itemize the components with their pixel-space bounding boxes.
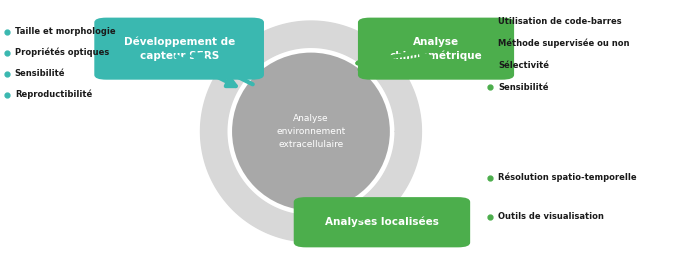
Text: Sensibilité: Sensibilité: [15, 69, 66, 78]
Ellipse shape: [232, 53, 390, 210]
Text: Reproductibilité: Reproductibilité: [15, 90, 92, 99]
FancyBboxPatch shape: [95, 18, 264, 80]
Text: Outils de visualisation: Outils de visualisation: [498, 213, 604, 221]
FancyBboxPatch shape: [358, 18, 514, 80]
Text: Analyse
chimiométrique: Analyse chimiométrique: [389, 37, 483, 60]
Text: Utilisation de code-barres: Utilisation de code-barres: [498, 17, 622, 26]
Text: Développement de
capteur SERS: Développement de capteur SERS: [124, 37, 235, 60]
FancyBboxPatch shape: [293, 197, 470, 247]
Text: Sélectivité: Sélectivité: [498, 60, 549, 69]
Polygon shape: [201, 21, 421, 242]
Text: Propriétés optiques: Propriétés optiques: [15, 48, 109, 57]
Text: Résolution spatio-temporelle: Résolution spatio-temporelle: [498, 173, 637, 182]
Text: Analyses localisées: Analyses localisées: [325, 217, 439, 227]
Text: Analyse
environnement
extracellulaire: Analyse environnement extracellulaire: [276, 114, 345, 149]
Text: Taille et morphologie: Taille et morphologie: [15, 27, 116, 36]
Text: Sensibilité: Sensibilité: [498, 83, 549, 92]
Text: Méthode supervisée ou non: Méthode supervisée ou non: [498, 38, 630, 48]
